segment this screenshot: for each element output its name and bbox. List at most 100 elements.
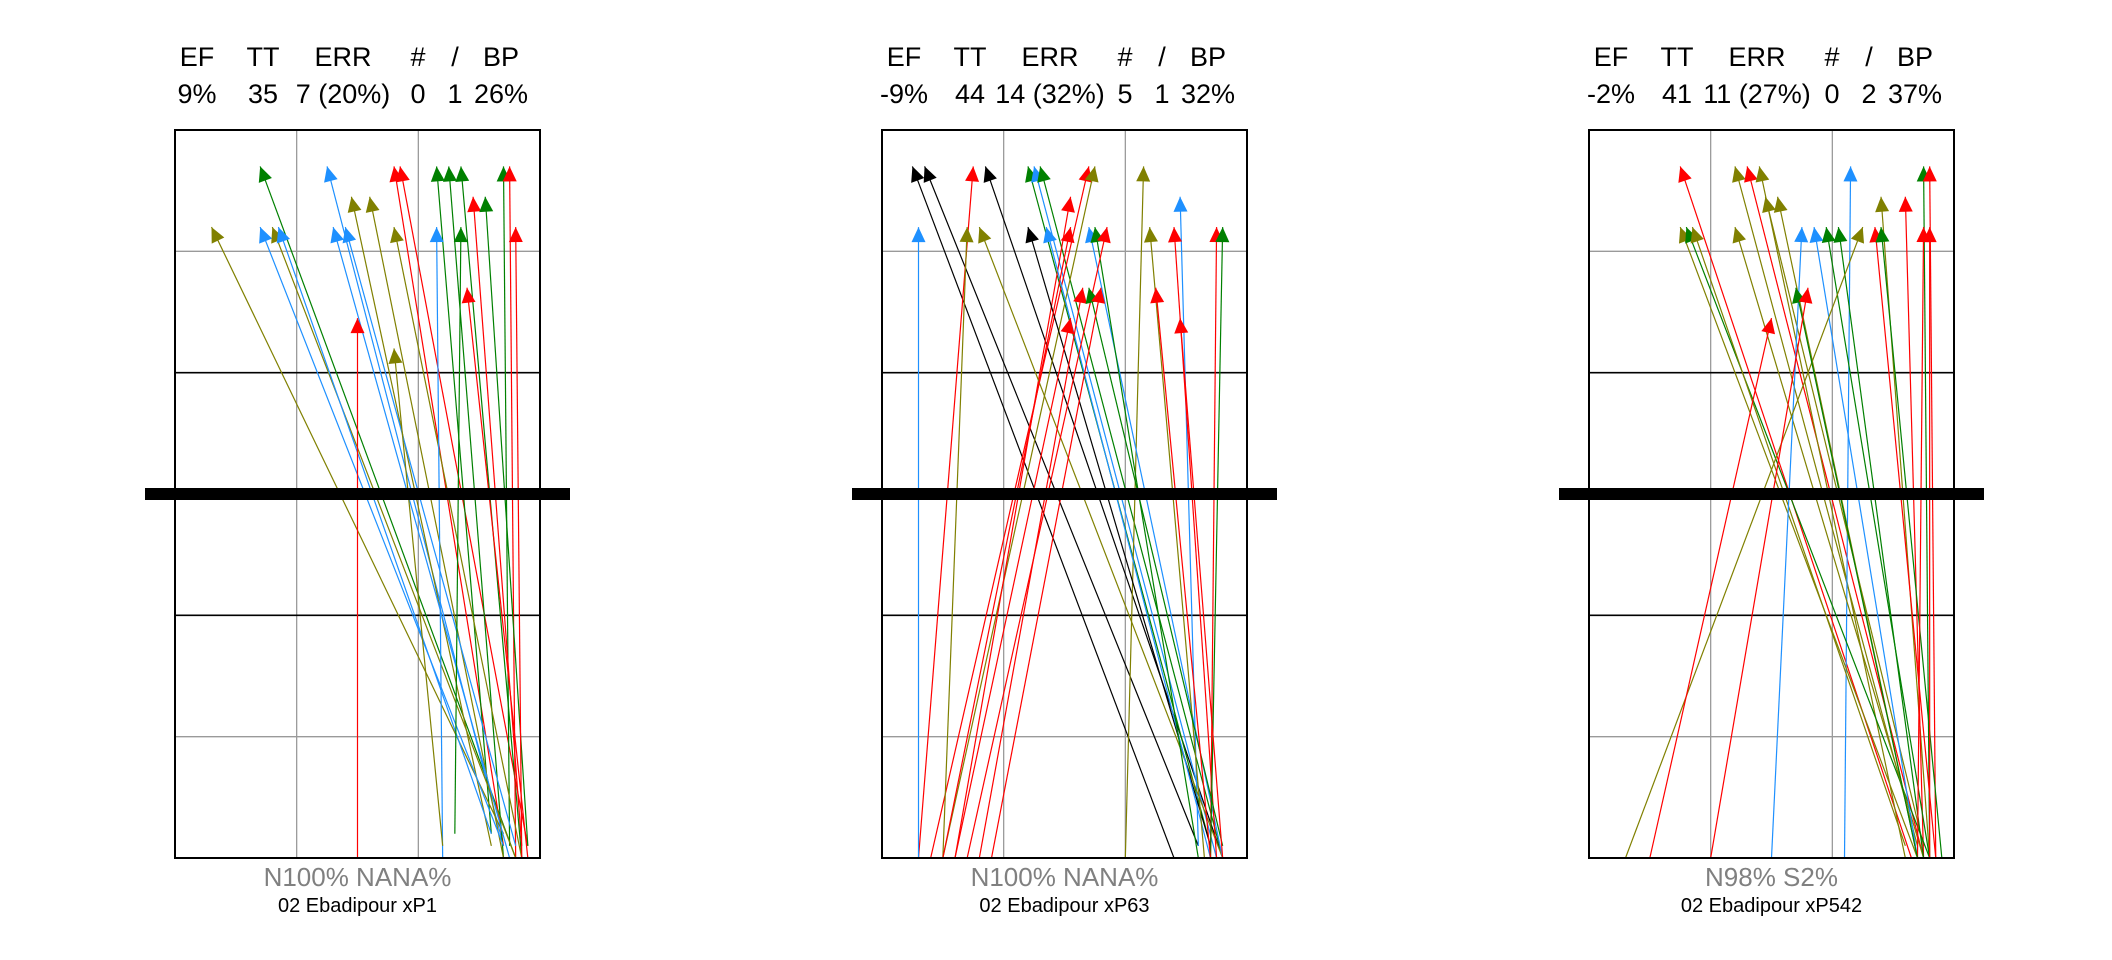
header-value: 2 — [1861, 79, 1876, 109]
header-label: ERR — [314, 42, 371, 72]
header-label: / — [451, 42, 459, 72]
arrow-line — [1770, 227, 1803, 859]
arrow-head-marker — [1690, 227, 1704, 244]
arrow-line — [917, 166, 974, 859]
arrow-line — [1746, 166, 1925, 859]
header-value: -9% — [880, 79, 928, 109]
arrow-line — [502, 166, 511, 846]
arrow-head-marker — [347, 196, 362, 213]
arrow-line — [1679, 226, 1919, 859]
arrow-line — [448, 166, 505, 859]
arrow-head-marker — [1215, 227, 1230, 243]
header-value: 14 (32%) — [995, 79, 1105, 109]
arrow-line — [1929, 166, 1937, 859]
arrow-head-marker — [388, 348, 403, 365]
arrow-head-marker — [1025, 227, 1039, 244]
arrow-line — [1795, 287, 1919, 859]
arrow-line — [1649, 317, 1773, 859]
arrow-line — [466, 287, 529, 859]
arrow-line — [259, 166, 517, 859]
arrow-head-marker — [430, 166, 445, 182]
subject-label: 02 Ebadipour xP1 — [278, 895, 437, 917]
arrow-line — [508, 166, 517, 859]
arrow-head-marker — [350, 318, 365, 334]
header-value: 9% — [177, 79, 216, 109]
arrow-line — [259, 226, 505, 847]
arrow-head-marker — [1794, 227, 1809, 243]
arrow-line — [1691, 226, 1906, 847]
arrow-line — [1124, 166, 1145, 859]
arrow-head-marker — [395, 166, 410, 183]
header-label: BP — [483, 42, 519, 72]
arrow-head-marker — [502, 166, 517, 182]
arrow-line — [1874, 227, 1937, 859]
arrow-line — [393, 348, 444, 846]
arrow-line — [942, 227, 968, 859]
chart-panel-3: EF TT ERR # / BP -2% 41 11 (27%) 0 2 37% N98% S2% 02 … — [1559, 42, 1984, 917]
arrow-head-marker — [1168, 227, 1182, 243]
arrow-line — [393, 166, 505, 846]
arrow-head-marker — [1173, 196, 1188, 212]
arrow-head-marker — [390, 227, 404, 244]
arrow-line — [1094, 226, 1199, 859]
arrow-line — [1088, 287, 1224, 847]
header-value: 11 (27%) — [1703, 79, 1811, 109]
arrow-head-marker — [342, 227, 357, 244]
arrow-line — [1685, 226, 1931, 859]
arrow-line — [1149, 227, 1206, 859]
header-label: TT — [247, 42, 280, 72]
arrow-head-marker — [1150, 287, 1165, 304]
arrow-head-marker — [1798, 287, 1813, 304]
arrow-head-marker — [1875, 227, 1890, 243]
arrow-head-marker — [324, 166, 338, 183]
arrow-head-marker — [479, 196, 494, 213]
arrow-line — [1813, 226, 1919, 859]
arrow-head-marker — [959, 227, 974, 243]
arrow-head-marker — [1732, 166, 1746, 183]
arrow-head-marker — [1761, 318, 1776, 335]
arrow-line — [1033, 166, 1218, 859]
composition-label: N98% S2% — [1705, 862, 1838, 892]
header-label: / — [1865, 42, 1873, 72]
arrow-head-marker — [1755, 166, 1770, 183]
arrow-head-marker — [1678, 166, 1692, 183]
header-value: 1 — [447, 79, 462, 109]
header-value: 41 — [1662, 79, 1692, 109]
arrow-line — [1825, 226, 1931, 859]
arrow-head-marker — [1821, 227, 1836, 244]
header-label: # — [1117, 42, 1132, 72]
arrow-line — [271, 226, 517, 859]
arrow-head-marker — [1060, 318, 1075, 335]
arrow-head-marker — [1073, 287, 1087, 304]
header-label: EF — [1594, 42, 1629, 72]
arrow-line — [924, 166, 1199, 847]
arrow-head-marker — [330, 227, 344, 244]
subject-label: 02 Ebadipour xP63 — [979, 895, 1149, 917]
arrow-head-marker — [1922, 227, 1937, 243]
header-value: -2% — [1587, 79, 1635, 109]
arrow-head-marker — [1732, 227, 1747, 244]
arrow-head-marker — [1043, 227, 1057, 244]
header-label: EF — [887, 42, 922, 72]
arrow-head-marker — [1809, 227, 1824, 244]
arrow-head-marker — [1037, 166, 1051, 183]
arrow-head-marker — [365, 196, 380, 213]
arrow-line — [435, 227, 444, 859]
arrow-head-marker — [1843, 166, 1858, 182]
header-value: 35 — [248, 79, 278, 109]
arrow-head-marker — [429, 227, 444, 243]
header-label: ERR — [1728, 42, 1785, 72]
composition-label: N100% NANA% — [264, 862, 452, 892]
arrow-line — [1904, 196, 1925, 859]
header-value: 26% — [474, 79, 528, 109]
arrow-head-marker — [965, 166, 980, 182]
arrow-head-marker — [442, 166, 457, 182]
header-label: BP — [1190, 42, 1226, 72]
arrow-head-marker — [911, 227, 926, 243]
arrow-head-marker — [1875, 196, 1890, 213]
header-value: 44 — [955, 79, 985, 109]
arrow-line — [435, 166, 492, 834]
arrow-line — [1916, 227, 1925, 859]
header-value: 0 — [1824, 79, 1839, 109]
